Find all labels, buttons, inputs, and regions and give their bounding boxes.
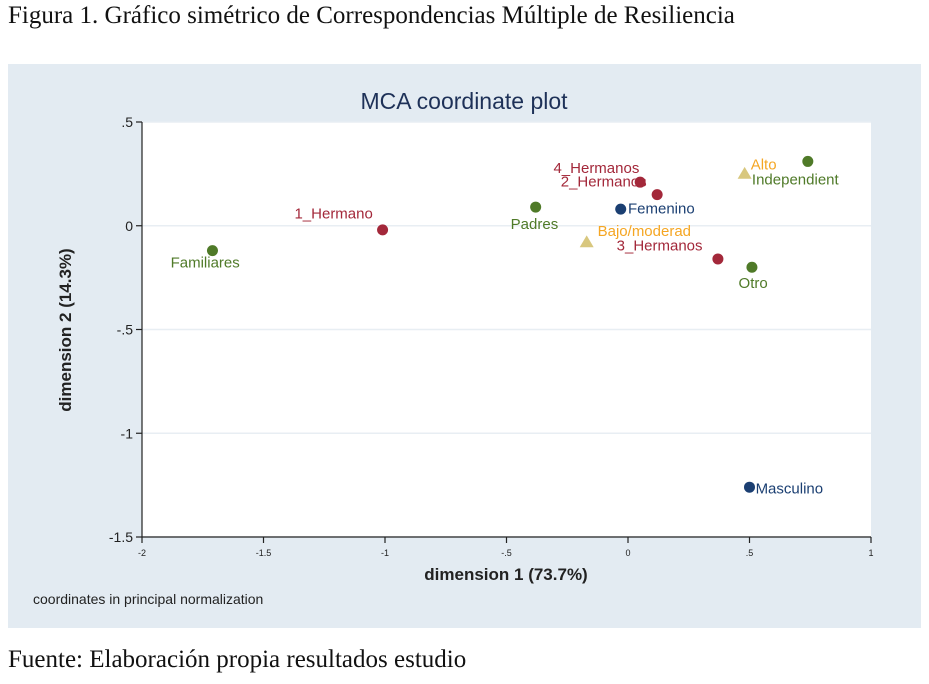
y-axis-label: dimension 2 (14.3%): [56, 248, 75, 411]
x-tick-label: -1.5: [256, 548, 272, 558]
x-tick-label: -1: [381, 548, 389, 558]
data-point: [802, 155, 814, 167]
figure-caption: Figura 1. Gráfico simétrico de Correspon…: [8, 2, 735, 29]
y-tick-label: -.5: [117, 322, 134, 338]
data-point: [615, 203, 627, 215]
data-point: [712, 253, 724, 265]
data-point: [746, 261, 758, 273]
point-label: Masculino: [756, 480, 824, 497]
data-point: [377, 224, 389, 236]
point-label: Independient: [752, 171, 840, 188]
x-axis-label: dimension 1 (73.7%): [424, 565, 587, 584]
point-label: Femenino: [628, 200, 695, 217]
figure-source: Fuente: Elaboración propia resultados es…: [8, 646, 467, 673]
y-tick-label: 0: [125, 218, 133, 234]
x-tick-label: .5: [746, 548, 754, 558]
point-label: 4_Hermanos: [553, 160, 639, 177]
y-tick-label: .5: [121, 114, 133, 130]
data-point: [530, 201, 542, 213]
data-point: [744, 481, 755, 493]
y-tick-label: -1: [121, 425, 134, 441]
data-point-triangle: [737, 166, 752, 179]
data-point-triangle: [579, 235, 594, 248]
point-label: Familiares: [171, 254, 240, 271]
y-tick-label: -1.5: [109, 529, 133, 545]
axes: .5 0 -.5 -1 -1.5 -2 -1.5 -1 -.5 0 .5 1: [109, 114, 874, 558]
point-label: 3_Hermanos: [617, 238, 703, 255]
x-tick-label: 0: [625, 548, 630, 558]
point-label: 1_Hermano: [294, 205, 372, 222]
x-tick-label: -2: [138, 548, 146, 558]
chart-title: MCA coordinate plot: [360, 88, 568, 114]
data-point: [206, 245, 218, 257]
normalization-note: coordinates in principal normalization: [33, 591, 263, 607]
point-label: Otro: [739, 275, 768, 292]
point-label: Bajo/moderad: [598, 223, 691, 240]
data-points: Familiares 1_Hermano Padres 4_Hermanos2_Her…: [171, 155, 840, 497]
x-tick-label: 1: [868, 548, 873, 558]
x-tick-label: -.5: [501, 548, 512, 558]
data-point: [634, 176, 646, 188]
point-label: 2_Hermanos: [561, 173, 647, 190]
point-label: Padres: [511, 216, 559, 233]
point-label: Alto: [751, 157, 777, 174]
data-point: [651, 189, 663, 201]
